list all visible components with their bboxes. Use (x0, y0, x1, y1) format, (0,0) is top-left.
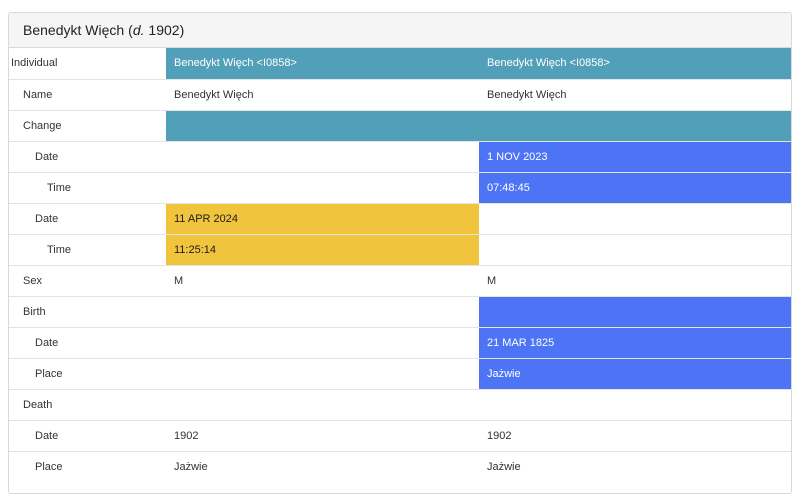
value-left (166, 326, 479, 358)
death-year: 1902) (148, 22, 185, 38)
row-label: Time (9, 233, 166, 265)
value-right: 1 NOV 2023 (479, 140, 791, 172)
table-row: Date 11 APR 2024 (9, 202, 791, 234)
table-row: Death (9, 388, 791, 420)
table-row: Individual Benedykt Więch <I0858> Benedy… (9, 48, 791, 79)
table-row: Date 1 NOV 2023 (9, 140, 791, 172)
value-right: M (479, 264, 791, 296)
value-right (479, 109, 791, 141)
value-left: Jażwie (166, 450, 479, 482)
row-label: Date (9, 202, 166, 234)
row-label: Place (9, 450, 166, 482)
table-row: Birth (9, 295, 791, 327)
value-left (166, 295, 479, 327)
table-row: Name Benedykt Więch Benedykt Więch (9, 78, 791, 110)
table-row: Sex M M (9, 264, 791, 296)
value-left: Benedykt Więch <I0858> (166, 48, 479, 79)
lifespan: (d. 1902) (128, 22, 185, 38)
table-row: Place Jażwie Jażwie (9, 450, 791, 482)
value-right: Benedykt Więch (479, 78, 791, 110)
value-left (166, 171, 479, 203)
value-right: 1902 (479, 419, 791, 451)
value-right (479, 295, 791, 327)
comparison-table: Individual Benedykt Więch <I0858> Benedy… (9, 48, 791, 482)
table-row: Change (9, 109, 791, 141)
comparison-card: Benedykt Więch (d. 1902) Individual Bene… (8, 12, 792, 494)
table-row: Time 11:25:14 (9, 233, 791, 265)
row-label: Change (9, 109, 166, 141)
row-label: Birth (9, 295, 166, 327)
value-left: M (166, 264, 479, 296)
card-header: Benedykt Więch (d. 1902) (9, 13, 791, 48)
value-left: 11:25:14 (166, 233, 479, 265)
value-right (479, 388, 791, 420)
value-right: 21 MAR 1825 (479, 326, 791, 358)
value-left (166, 140, 479, 172)
value-left (166, 388, 479, 420)
row-label: Name (9, 78, 166, 110)
row-label: Date (9, 419, 166, 451)
value-left: 11 APR 2024 (166, 202, 479, 234)
row-label: Date (9, 326, 166, 358)
value-right: Jażwie (479, 357, 791, 389)
value-right: Jażwie (479, 450, 791, 482)
table-row: Date 1902 1902 (9, 419, 791, 451)
value-right (479, 233, 791, 265)
table-row: Time 07:48:45 (9, 171, 791, 203)
row-label: Time (9, 171, 166, 203)
table-row: Place Jażwie (9, 357, 791, 389)
death-mark: d. (132, 22, 145, 38)
value-right: 07:48:45 (479, 171, 791, 203)
row-label: Place (9, 357, 166, 389)
row-label: Death (9, 388, 166, 420)
value-left: Benedykt Więch (166, 78, 479, 110)
value-left (166, 357, 479, 389)
value-right: Benedykt Więch <I0858> (479, 48, 791, 79)
person-name: Benedykt Więch (23, 22, 125, 38)
table-row: Date 21 MAR 1825 (9, 326, 791, 358)
row-label: Sex (9, 264, 166, 296)
row-label: Date (9, 140, 166, 172)
value-left: 1902 (166, 419, 479, 451)
row-label: Individual (11, 57, 58, 70)
value-left (166, 109, 479, 141)
value-right (479, 202, 791, 234)
